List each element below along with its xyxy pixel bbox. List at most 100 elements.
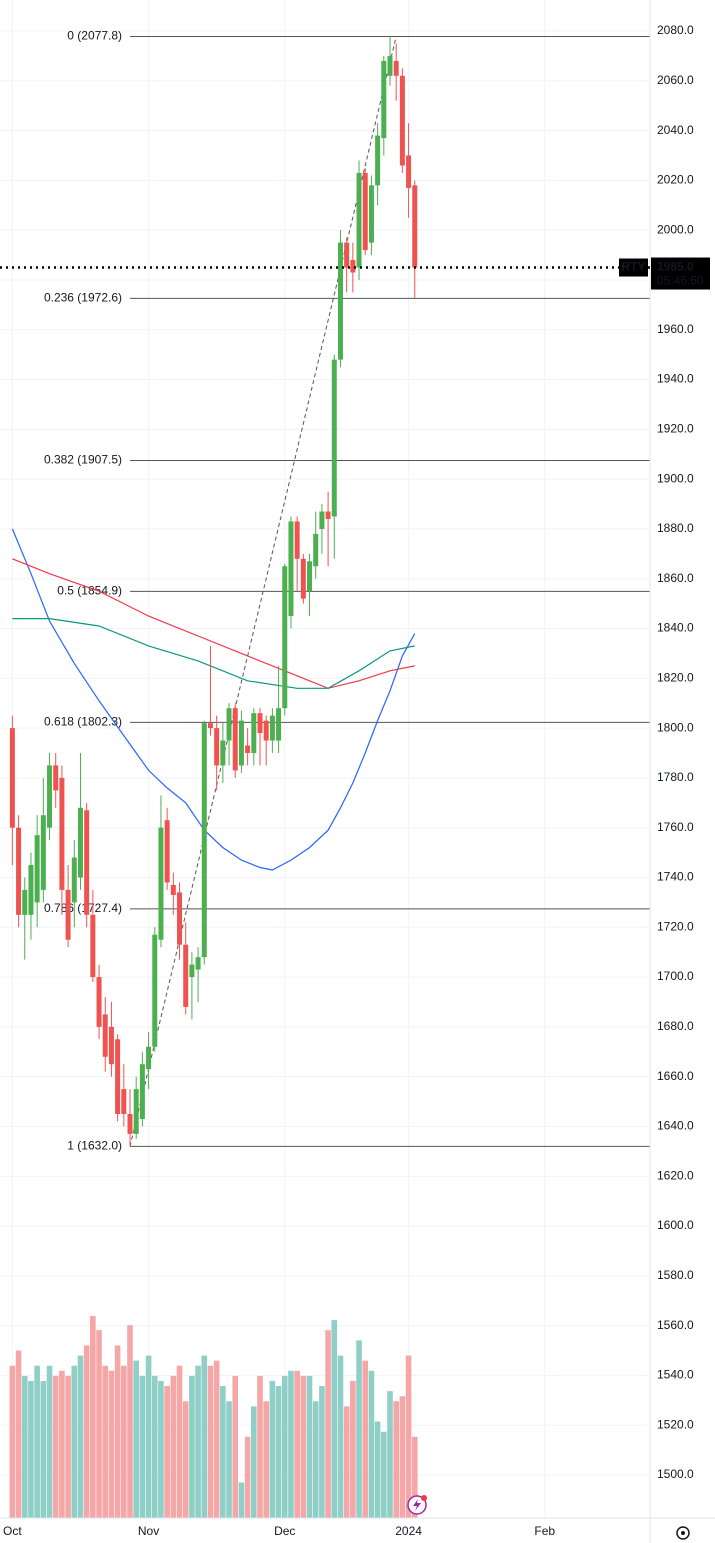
- moving-average: [12, 558, 415, 689]
- volume-bar: [52, 1375, 59, 1518]
- x-tick-label: Oct: [3, 1524, 22, 1538]
- candle-body: [288, 521, 294, 617]
- candle-body: [65, 889, 71, 940]
- y-tick-label: 2000.0: [657, 222, 694, 236]
- y-tick-label: 1960.0: [657, 322, 694, 336]
- candle-body: [245, 745, 251, 753]
- volume-bar: [102, 1365, 109, 1518]
- candle-body: [282, 566, 288, 709]
- volume-bar: [114, 1345, 121, 1518]
- volume-bar: [312, 1401, 319, 1518]
- volume-pane: [9, 1316, 418, 1518]
- x-tick-label: Feb: [534, 1524, 555, 1538]
- y-tick-label: 1820.0: [657, 670, 694, 684]
- settings-icon-dot: [681, 1531, 685, 1535]
- y-tick-label: 2080.0: [657, 23, 694, 37]
- candle-body: [16, 827, 22, 915]
- price-badge: [651, 257, 710, 290]
- volume-bar: [356, 1340, 362, 1518]
- volume-bar: [220, 1386, 226, 1518]
- settings-button[interactable]: [676, 1526, 690, 1540]
- volume-bar: [226, 1401, 232, 1518]
- candle-body: [220, 740, 226, 766]
- lightning-button[interactable]: [407, 1495, 427, 1515]
- candle-body: [40, 815, 46, 890]
- candle-body: [362, 172, 368, 251]
- candle-body: [177, 892, 183, 945]
- volume-bar: [34, 1365, 40, 1518]
- volume-bar: [195, 1365, 201, 1518]
- y-tick-label: 1780.0: [657, 770, 694, 784]
- volume-bar: [399, 1396, 406, 1518]
- volume-bar: [96, 1330, 102, 1518]
- candle-body: [331, 359, 337, 517]
- candle-body: [183, 944, 189, 1007]
- volume-bar: [28, 1380, 34, 1518]
- candle-body: [90, 914, 96, 978]
- fib-label: 1 (1632.0): [67, 1139, 122, 1153]
- volume-bar: [294, 1370, 300, 1518]
- candle-body: [34, 835, 40, 903]
- volume-bar: [133, 1360, 139, 1518]
- candle-body: [375, 135, 381, 186]
- volume-bar: [251, 1406, 257, 1518]
- candle-body: [307, 561, 313, 592]
- volume-bar: [21, 1375, 28, 1518]
- candle-body: [344, 242, 350, 268]
- volume-bar: [127, 1325, 133, 1518]
- candle-body: [115, 1039, 121, 1114]
- candle-body: [251, 713, 257, 753]
- volume-bar: [90, 1316, 96, 1518]
- fib-label: 0.618 (1802.3): [44, 715, 122, 729]
- volume-bar: [306, 1375, 313, 1518]
- volume-bar: [269, 1380, 276, 1518]
- fib-label: 0.5 (1854.9): [57, 584, 122, 598]
- candle-body: [201, 723, 207, 958]
- volume-bar: [374, 1421, 381, 1518]
- volume-bar: [300, 1375, 307, 1518]
- candle-body: [406, 155, 412, 188]
- y-tick-label: 1940.0: [657, 372, 694, 386]
- y-tick-label: 1640.0: [657, 1119, 694, 1133]
- volume-bar: [405, 1355, 412, 1518]
- y-tick-label: 1800.0: [657, 720, 694, 734]
- volume-bar: [288, 1370, 294, 1518]
- fib-label: 0 (2077.8): [67, 29, 122, 43]
- candles: [9, 36, 418, 1147]
- ticker-badge: [619, 258, 648, 277]
- volume-bar: [65, 1375, 71, 1518]
- candle-body: [214, 728, 220, 766]
- candle-body: [71, 857, 77, 903]
- price-badge-label: 1985.0: [657, 260, 694, 274]
- settings-icon[interactable]: [676, 1526, 690, 1540]
- volume-bar: [244, 1436, 251, 1518]
- volume-bar: [77, 1355, 84, 1518]
- y-tick-label: 1500.0: [657, 1467, 694, 1481]
- volume-bar: [59, 1370, 65, 1518]
- volume-bar: [121, 1365, 127, 1518]
- notification-dot: [421, 1495, 427, 1501]
- candle-body: [170, 884, 176, 895]
- volume-bar: [151, 1375, 158, 1518]
- y-tick-label: 1920.0: [657, 422, 694, 436]
- candle-body: [325, 511, 331, 519]
- moving-averages: [11, 528, 416, 871]
- candle-body: [77, 807, 83, 878]
- candle-body: [158, 827, 164, 940]
- volume-bar: [15, 1350, 22, 1518]
- volume-bar: [368, 1370, 375, 1518]
- candle-body: [189, 964, 195, 978]
- volume-bar: [325, 1330, 331, 1518]
- moving-average: [11, 528, 416, 871]
- volume-bar: [232, 1375, 239, 1518]
- candle-body: [47, 765, 53, 828]
- fib-trend-line: [129, 36, 397, 1147]
- volume-bar: [343, 1406, 350, 1518]
- volume-bar: [275, 1386, 282, 1518]
- candle-body: [139, 1064, 145, 1119]
- volume-bar: [281, 1375, 288, 1518]
- fibonacci: 0 (2077.8) 0.236 (1972.6) 0.382 (1907.5) 0.…: [44, 29, 650, 1153]
- y-tick-label: 2040.0: [657, 123, 694, 137]
- x-tick-label: Nov: [138, 1524, 159, 1538]
